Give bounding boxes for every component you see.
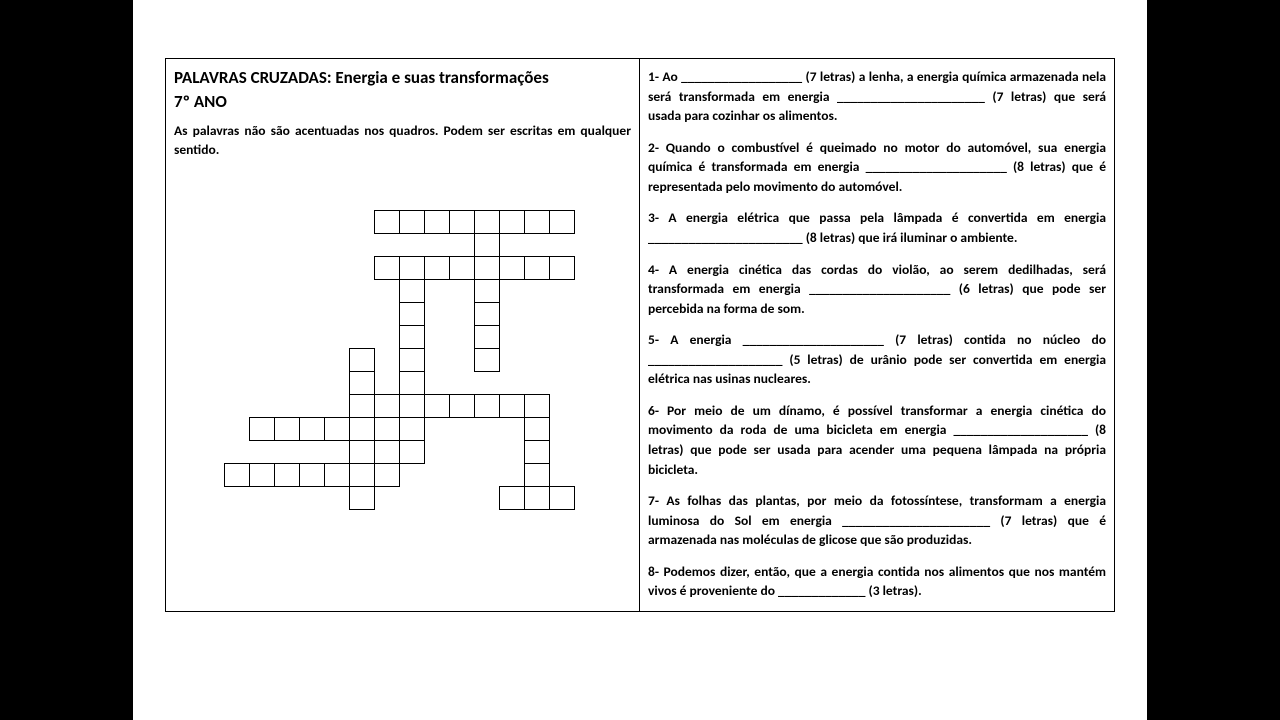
crossword-cell[interactable] <box>349 486 375 510</box>
clue-8: 8- Podemos dizer, então, que a energia c… <box>648 562 1106 601</box>
crossword-cell[interactable] <box>499 394 525 418</box>
crossword-cell[interactable] <box>424 256 450 280</box>
crossword-cell[interactable] <box>474 348 500 372</box>
clue-7: 7- As folhas das plantas, por meio da fo… <box>648 491 1106 550</box>
crossword-cell[interactable] <box>449 210 475 234</box>
crossword-cell[interactable] <box>399 279 425 303</box>
crossword-cell[interactable] <box>524 417 550 441</box>
crossword-cell[interactable] <box>299 463 325 487</box>
clue-3: 3- A energia elétrica que passa pela lâm… <box>648 208 1106 247</box>
crossword-cell[interactable] <box>474 233 500 257</box>
crossword-cell[interactable] <box>349 440 375 464</box>
clue-1: 1- Ao __________________ (7 letras) a le… <box>648 67 1106 126</box>
clues-panel: 1- Ao __________________ (7 letras) a le… <box>640 59 1114 611</box>
left-panel: PALAVRAS CRUZADAS: Energia e suas transf… <box>166 59 640 611</box>
crossword-cell[interactable] <box>449 394 475 418</box>
crossword-cell[interactable] <box>249 463 275 487</box>
crossword-cell[interactable] <box>474 279 500 303</box>
crossword-cell[interactable] <box>399 210 425 234</box>
crossword-cell[interactable] <box>299 417 325 441</box>
crossword-cell[interactable] <box>474 302 500 326</box>
crossword-cell[interactable] <box>424 394 450 418</box>
crossword-cell[interactable] <box>274 463 300 487</box>
crossword-grid <box>174 210 631 570</box>
crossword-cell[interactable] <box>499 210 525 234</box>
clue-4: 4- A energia cinética das cordas do viol… <box>648 260 1106 319</box>
crossword-cell[interactable] <box>349 417 375 441</box>
crossword-cell[interactable] <box>249 417 275 441</box>
crossword-cell[interactable] <box>324 417 350 441</box>
crossword-cell[interactable] <box>474 256 500 280</box>
crossword-cell[interactable] <box>224 463 250 487</box>
crossword-cell[interactable] <box>474 325 500 349</box>
crossword-cell[interactable] <box>374 463 400 487</box>
clue-2: 2- Quando o combustível é queimado no mo… <box>648 138 1106 197</box>
worksheet-instructions: As palavras não são acentuadas nos quadr… <box>174 122 631 160</box>
crossword-cell[interactable] <box>449 256 475 280</box>
crossword-cell[interactable] <box>524 463 550 487</box>
crossword-cell[interactable] <box>399 348 425 372</box>
crossword-cell[interactable] <box>399 417 425 441</box>
worksheet-grade: 7º ANO <box>174 91 631 112</box>
crossword-cell[interactable] <box>549 210 575 234</box>
crossword-cell[interactable] <box>499 256 525 280</box>
crossword-cell[interactable] <box>324 463 350 487</box>
crossword-cell[interactable] <box>374 417 400 441</box>
crossword-cell[interactable] <box>474 394 500 418</box>
worksheet-container: PALAVRAS CRUZADAS: Energia e suas transf… <box>165 58 1115 612</box>
crossword-cell[interactable] <box>349 348 375 372</box>
crossword-cell[interactable] <box>349 463 375 487</box>
crossword-cell[interactable] <box>374 256 400 280</box>
crossword-cell[interactable] <box>399 325 425 349</box>
crossword-cell[interactable] <box>374 210 400 234</box>
crossword-cell[interactable] <box>399 394 425 418</box>
crossword-cell[interactable] <box>524 256 550 280</box>
crossword-cell[interactable] <box>474 210 500 234</box>
crossword-cell[interactable] <box>374 394 400 418</box>
crossword-cell[interactable] <box>524 440 550 464</box>
crossword-cell[interactable] <box>499 486 525 510</box>
crossword-cell[interactable] <box>549 486 575 510</box>
crossword-cell[interactable] <box>274 417 300 441</box>
clue-5: 5- A energia _____________________ (7 le… <box>648 330 1106 389</box>
crossword-cell[interactable] <box>349 371 375 395</box>
crossword-cell[interactable] <box>399 371 425 395</box>
document-page: PALAVRAS CRUZADAS: Energia e suas transf… <box>133 0 1147 720</box>
crossword-cell[interactable] <box>349 394 375 418</box>
crossword-cell[interactable] <box>524 210 550 234</box>
crossword-cell[interactable] <box>524 486 550 510</box>
crossword-cell[interactable] <box>399 302 425 326</box>
crossword-cell[interactable] <box>424 210 450 234</box>
crossword-cell[interactable] <box>399 440 425 464</box>
crossword-cell[interactable] <box>549 256 575 280</box>
worksheet-title: PALAVRAS CRUZADAS: Energia e suas transf… <box>174 67 631 89</box>
crossword-cell[interactable] <box>524 394 550 418</box>
clue-6: 6- Por meio de um dínamo, é possível tra… <box>648 401 1106 479</box>
crossword-cell[interactable] <box>399 256 425 280</box>
